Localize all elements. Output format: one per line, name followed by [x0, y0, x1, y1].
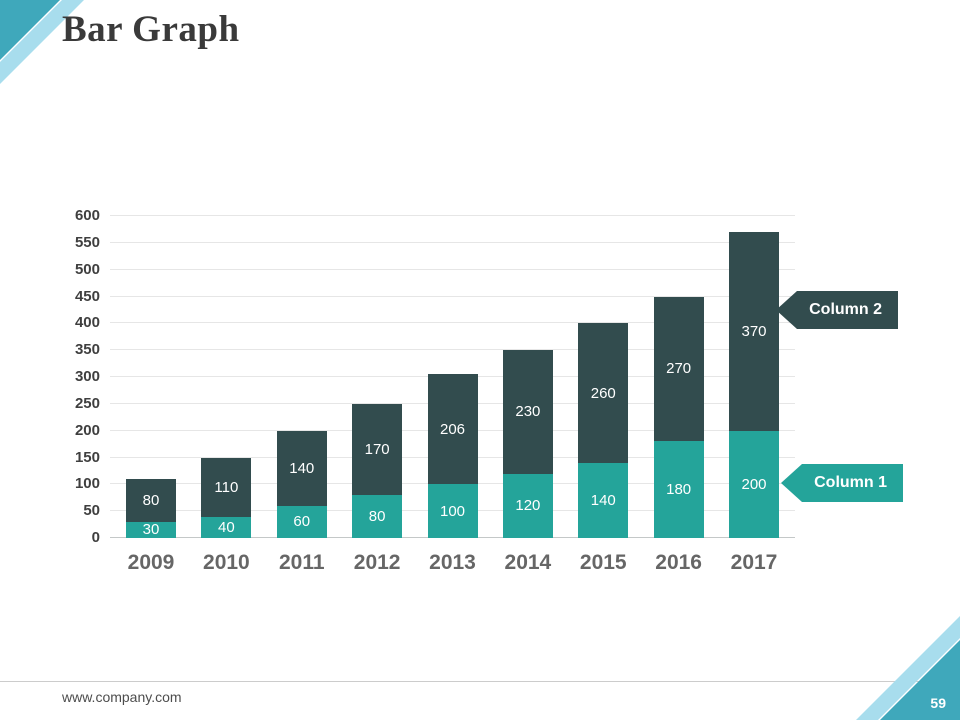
- legend-callout-label: Column 1: [814, 474, 887, 491]
- page-number: 59: [930, 695, 946, 711]
- bar-segment-column-1: 180: [653, 441, 704, 538]
- gridline: [110, 268, 795, 270]
- x-axis-label: 2016: [655, 551, 702, 574]
- bar-segment-column-2: 260: [578, 323, 629, 463]
- y-axis-label: 50: [83, 502, 100, 520]
- legend-callout-column2: Column 2: [776, 291, 898, 329]
- bar-value-label: 206: [439, 420, 466, 438]
- bar-segment-column-2: 140: [276, 430, 327, 506]
- y-axis-label: 500: [74, 260, 100, 278]
- bar-group: 180 270 2016: [653, 296, 704, 574]
- bar-value-label: 270: [666, 360, 692, 378]
- corner-decoration-top-left: [0, 0, 84, 84]
- bar-value-label: 80: [142, 491, 160, 509]
- corner-stripe-light: [0, 0, 84, 84]
- y-axis: 0 50 100 150 200 250 300 350 400 450 500 550 600: [65, 207, 110, 546]
- bar-segment-column-1: 200: [729, 430, 779, 538]
- y-axis-label: 150: [74, 448, 100, 466]
- corner-stripe-teal: [0, 0, 60, 60]
- bar-value-label: 30: [142, 521, 160, 539]
- y-axis-label: 350: [74, 341, 100, 359]
- bar-segment-column-2: 80: [126, 478, 176, 522]
- y-axis-label: 550: [74, 233, 100, 251]
- bar-segment-column-1: 40: [201, 516, 252, 538]
- bar-segment-column-1: 60: [276, 505, 327, 538]
- bar-value-label: 60: [293, 513, 311, 531]
- bar-segment-column-1: 100: [427, 484, 478, 538]
- y-axis-label: 100: [74, 475, 100, 493]
- x-axis-label: 2017: [730, 551, 778, 574]
- bar-segment-column-2: 370: [729, 232, 779, 431]
- x-axis-label: 2015: [579, 551, 627, 574]
- bar-group: 200 370 2017: [729, 232, 779, 574]
- legend-callout-column1: Column 1: [781, 464, 903, 502]
- plot-area: 30 80 2009 40 110 2010 60 140 2011 80 170 2012 100 20…: [110, 215, 795, 574]
- bar-value-label: 170: [364, 440, 390, 458]
- gridline: [110, 241, 795, 243]
- x-axis-label: 2009: [127, 551, 175, 574]
- y-axis-label: 250: [74, 394, 100, 412]
- gridline: [110, 215, 795, 216]
- y-axis-label: 0: [91, 529, 100, 546]
- bar-group: 120 230 2014: [502, 350, 553, 574]
- x-axis-label: 2011: [278, 551, 325, 574]
- y-axis-label: 600: [74, 207, 100, 224]
- bar-value-label: 110: [214, 478, 239, 496]
- bar-group: 30 80 2009: [126, 478, 176, 574]
- footer-website: www.company.com: [62, 689, 182, 705]
- bar-group: 60 140 2011: [276, 430, 327, 574]
- bar-segment-column-2: 230: [502, 350, 553, 474]
- bar-value-label: 120: [515, 497, 541, 515]
- bar-value-label: 370: [741, 322, 767, 340]
- x-axis-label: 2014: [504, 551, 552, 574]
- bar-value-label: 140: [289, 459, 315, 477]
- y-axis-label: 400: [74, 314, 100, 332]
- bar-group: 80 170 2012: [352, 403, 403, 574]
- bars-row: 30 80 2009 40 110 2010 60 140 2011 80 170 2012 100 20…: [110, 216, 795, 574]
- y-axis-label: 450: [74, 287, 100, 305]
- corner-stripe-teal: [880, 640, 960, 720]
- bar-value-label: 230: [515, 403, 541, 421]
- y-axis-label: 200: [74, 421, 100, 439]
- bar-segment-column-1: 30: [126, 521, 176, 539]
- bar-value-label: 80: [368, 508, 386, 526]
- bar-group: 140 260 2015: [578, 323, 629, 574]
- x-axis-label: 2012: [353, 551, 401, 574]
- bar-group: 100 206 2013: [427, 373, 478, 574]
- bar-segment-column-2: 206: [427, 373, 478, 485]
- x-axis-label: 2013: [429, 551, 476, 574]
- bar-value-label: 140: [590, 491, 616, 509]
- bar-value-label: 100: [439, 502, 466, 520]
- x-axis-label: 2010: [203, 551, 250, 574]
- bar-value-label: 200: [741, 475, 767, 493]
- page-title: Bar Graph: [62, 9, 240, 50]
- corner-decoration-bottom-right: [856, 616, 960, 720]
- bar-segment-column-2: 170: [352, 403, 403, 496]
- gridline: [110, 349, 795, 351]
- bar-segment-column-1: 140: [578, 462, 629, 538]
- bar-group: 40 110 2010: [201, 457, 252, 574]
- bar-segment-column-1: 80: [352, 495, 403, 538]
- gridline: [110, 322, 795, 324]
- footer-divider: [0, 681, 960, 682]
- bar-value-label: 180: [666, 481, 692, 499]
- bar-segment-column-1: 120: [502, 473, 553, 538]
- bar-value-label: 260: [590, 384, 616, 402]
- y-axis-label: 300: [74, 368, 100, 385]
- legend-callout-label: Column 2: [809, 301, 882, 318]
- bar-segment-column-2: 270: [653, 296, 704, 442]
- gridline: [110, 295, 795, 297]
- stacked-bar-chart: 0 50 100 150 200 250 300 350 400 450 500 550 600 30 8…: [65, 207, 795, 574]
- corner-stripe-light: [856, 616, 960, 720]
- bar-value-label: 40: [218, 518, 235, 536]
- bar-segment-column-2: 110: [201, 457, 252, 517]
